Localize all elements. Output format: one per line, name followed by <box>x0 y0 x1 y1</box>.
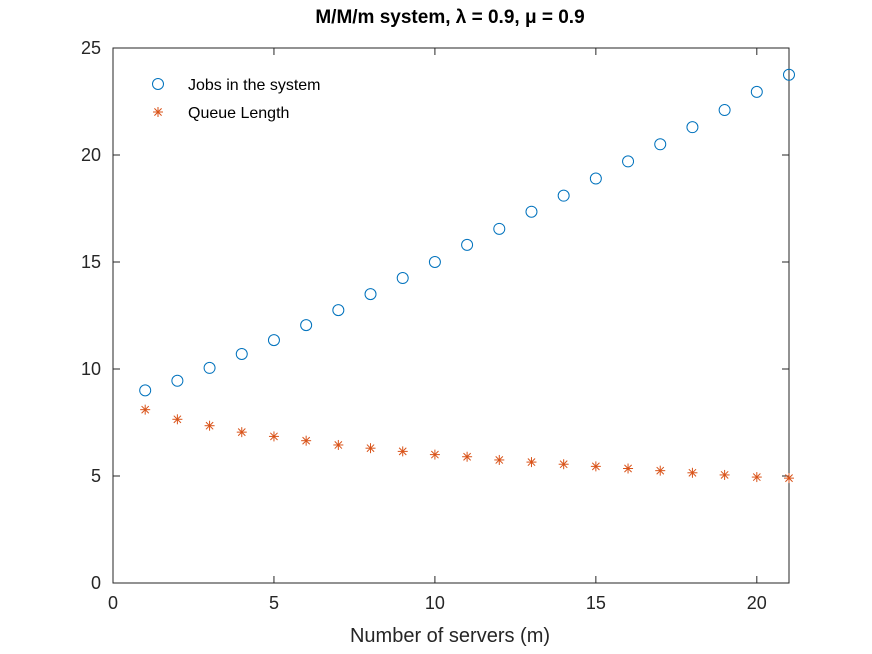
data-point <box>364 288 377 301</box>
data-point <box>526 457 537 468</box>
data-point <box>461 238 474 251</box>
x-tick-label: 10 <box>425 593 445 613</box>
data-point <box>686 121 699 134</box>
axes-box <box>112 47 790 584</box>
data-point <box>333 439 344 450</box>
data-point <box>171 374 184 387</box>
data-point <box>268 431 279 442</box>
data-point <box>783 68 795 81</box>
data-point <box>203 361 216 374</box>
data-point <box>365 443 376 454</box>
series-jobs-in-system <box>139 68 795 397</box>
data-point <box>139 384 152 397</box>
legend-entry: Queue Length <box>188 105 289 122</box>
data-point <box>493 222 506 235</box>
data-point <box>719 469 730 480</box>
data-point <box>622 155 635 168</box>
chart-title: M/M/m system, λ = 0.9, μ = 0.9 <box>315 7 584 28</box>
data-point <box>589 172 602 185</box>
data-point <box>429 449 440 460</box>
y-tick-label: 25 <box>81 38 101 58</box>
y-tick-label: 10 <box>81 359 101 379</box>
data-point <box>525 205 538 218</box>
legend-marker <box>153 107 163 117</box>
data-point <box>687 467 698 478</box>
x-tick-label: 20 <box>747 593 767 613</box>
data-point <box>332 304 345 317</box>
data-point <box>750 85 763 98</box>
x-tick-label: 15 <box>586 593 606 613</box>
data-point <box>718 104 731 117</box>
data-point <box>204 420 215 431</box>
x-tick-label: 5 <box>269 593 279 613</box>
data-point <box>590 461 601 472</box>
data-point <box>654 138 667 151</box>
y-tick-label: 5 <box>91 466 101 486</box>
x-axis-label: Number of servers (m) <box>350 625 550 647</box>
data-point <box>396 272 409 285</box>
y-tick-label: 15 <box>81 252 101 272</box>
data-point <box>751 472 762 483</box>
y-tick-label: 0 <box>91 573 101 593</box>
data-point <box>235 348 248 361</box>
data-point <box>140 404 151 415</box>
data-point <box>558 459 569 470</box>
data-point <box>397 446 408 457</box>
data-point <box>557 189 570 202</box>
plot-area: 0 5 10 15 20 0 5 10 15 20 25 <box>81 38 795 613</box>
y-tick-label: 20 <box>81 145 101 165</box>
data-point <box>267 334 280 347</box>
data-point <box>623 463 634 474</box>
data-point <box>172 414 183 425</box>
legend-marker <box>152 78 164 90</box>
data-point <box>236 427 247 438</box>
data-point <box>428 256 441 268</box>
data-point <box>655 465 666 476</box>
data-point <box>462 451 473 462</box>
x-tick-label: 0 <box>108 593 118 613</box>
data-point <box>784 473 794 484</box>
data-point <box>301 435 312 446</box>
legend-entry: Jobs in the system <box>188 77 321 94</box>
data-point <box>494 454 505 465</box>
data-point <box>300 319 313 332</box>
series-queue-length <box>140 404 794 484</box>
legend: Jobs in the system Queue Length <box>152 77 321 122</box>
